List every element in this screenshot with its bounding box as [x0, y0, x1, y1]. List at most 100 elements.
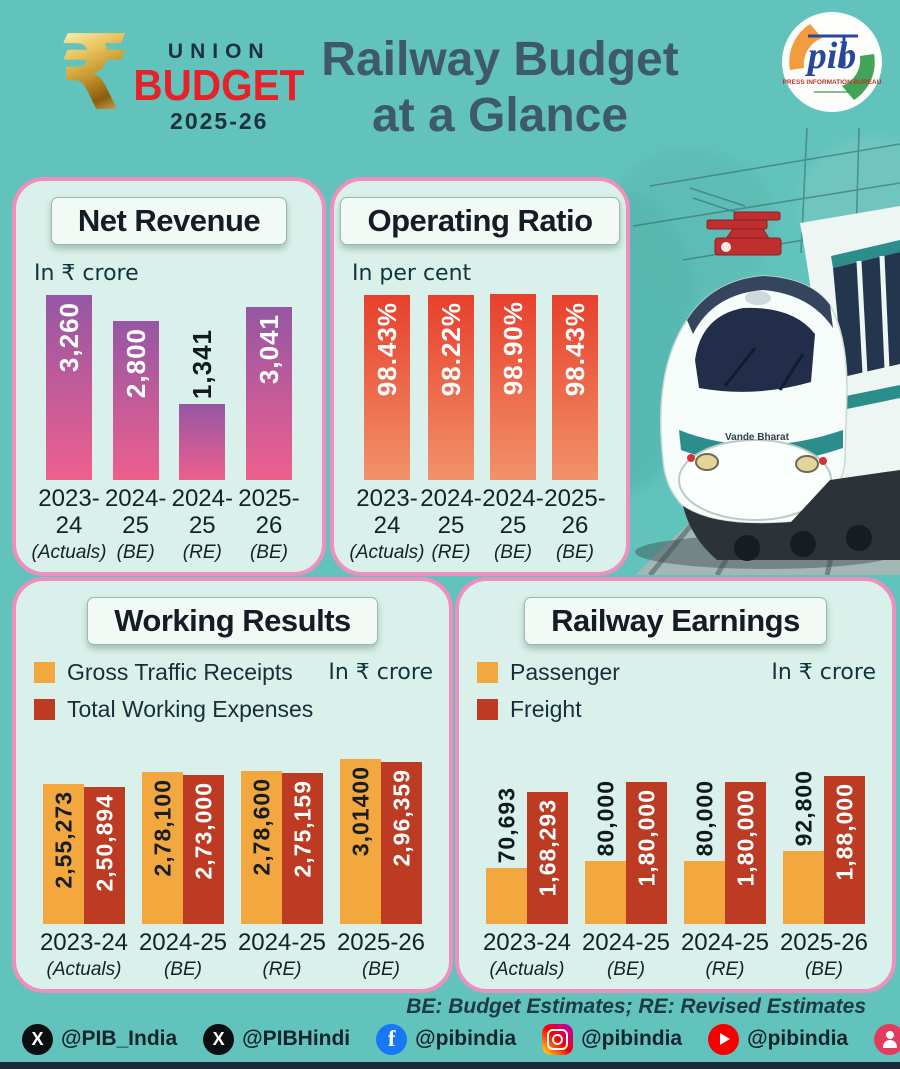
- passenger-bar: 92,800: [783, 770, 824, 925]
- bar-group: 80,000 1,80,000 2024-25 (RE): [677, 754, 773, 981]
- railway-earnings-panel: Railway Earnings Passenger In ₹ crore Fr…: [455, 577, 896, 993]
- expenses-legend-swatch: [34, 699, 55, 720]
- category-label: 2025-26(BE): [336, 929, 426, 980]
- bar-value-label: 70,693: [493, 786, 519, 864]
- working-results-panel: Working Results Gross Traffic Receipts I…: [12, 577, 453, 993]
- social-item-twitter-pib-india[interactable]: X @PIB_India: [22, 1023, 177, 1055]
- bar-slot: 80,000 1,80,000: [684, 754, 766, 925]
- category-label: 2024-25(BE): [482, 485, 544, 563]
- total-working-expenses-bar: 2,96,359: [381, 762, 422, 925]
- legend-label-passenger: Passenger: [510, 659, 620, 685]
- freight-legend-swatch: [477, 699, 498, 720]
- freight-bar: 1,88,000: [824, 776, 865, 925]
- social-item-pibhindi[interactable]: @pibhindi: [874, 1023, 900, 1055]
- bar-value-label: 2,800: [120, 328, 151, 399]
- svg-text:Vande Bharat: Vande Bharat: [725, 432, 790, 443]
- bar-value-label: 3,041: [253, 314, 284, 385]
- category-label: 2024-25(RE): [171, 485, 233, 563]
- bar-group: 1,341 2024- 25 (RE): [169, 288, 235, 564]
- bar-slot: 98.22%: [428, 288, 474, 481]
- category-label: 2024-25(RE): [237, 929, 327, 980]
- net-revenue-bar: 3,260: [46, 295, 92, 481]
- total-working-expenses-bar: 2,75,159: [282, 773, 323, 925]
- operating-ratio-bar: 98.90%: [490, 294, 536, 481]
- bars-row: 70,693 1,68,293 2023-24 (Actuals) 80,000 1,80…: [471, 754, 880, 981]
- gross-traffic-receipts-bar: 2,78,100: [142, 772, 183, 925]
- bar-value-label: 2,96,359: [388, 769, 414, 867]
- youtube-icon: [708, 1023, 740, 1055]
- social-item-instagram[interactable]: @pibindia: [542, 1023, 682, 1055]
- bar-value-label: 98.90%: [498, 301, 528, 396]
- bar-value-label: 1,341: [187, 329, 218, 400]
- bar-group: 3,260 2023- 24 (Actuals): [32, 288, 106, 564]
- receipts-legend-swatch: [34, 662, 55, 683]
- railway-earnings-chart: 70,693 1,68,293 2023-24 (Actuals) 80,000 1,80…: [471, 754, 880, 981]
- svg-text:pib: pib: [805, 35, 857, 77]
- bar-slot: 70,693 1,68,293: [486, 754, 568, 925]
- pib-logo: pib PRESS INFORMATION BUREAU: [780, 10, 884, 114]
- working-results-chart: 2,55,273 2,50,894 2023-24 (Actuals) 2,78,100…: [28, 754, 437, 981]
- panel-title-operating-ratio: Operating Ratio: [340, 197, 620, 245]
- bar-group: 3,01400 2,96,359 2025-26 (BE): [333, 754, 429, 981]
- legend-label-receipts: Gross Traffic Receipts: [67, 659, 293, 685]
- bar-value-label: 1,80,000: [633, 789, 659, 887]
- bar-slot: 3,01400 2,96,359: [340, 754, 422, 925]
- bar-value-label: 2,50,894: [91, 794, 117, 892]
- bar-value-label: 2,78,100: [149, 779, 175, 877]
- gross-traffic-receipts-bar: 2,55,273: [43, 784, 84, 925]
- legend-label-freight: Freight: [510, 696, 582, 722]
- facebook-icon: f: [376, 1023, 408, 1055]
- bars-row: 2,55,273 2,50,894 2023-24 (Actuals) 2,78,100…: [28, 754, 437, 981]
- category-label: 2023-24(Actuals): [39, 929, 129, 980]
- net-revenue-panel: Net Revenue In ₹ crore 3,260 2023- 24 (Actu…: [12, 177, 326, 576]
- operating-ratio-chart: 98.43% 2023- 24 (Actuals) 98.22% 2024- 25 (RE) 9…: [346, 288, 614, 564]
- pantograph: [706, 211, 782, 256]
- bar-group: 92,800 1,88,000 2025-26 (BE): [776, 754, 872, 981]
- legend-label-expenses: Total Working Expenses: [67, 696, 314, 722]
- category-label: 2024-25(BE): [138, 929, 228, 980]
- unit-label: In ₹ crore: [34, 261, 139, 286]
- panel-title-working-results: Working Results: [87, 597, 378, 645]
- bar-value-label: 2,78,600: [248, 778, 274, 876]
- legend: Gross Traffic Receipts In ₹ crore Total …: [34, 659, 433, 723]
- social-item-youtube[interactable]: @pibindia: [708, 1023, 848, 1055]
- operating-ratio-bar: 98.43%: [364, 295, 410, 481]
- person-icon: [874, 1023, 900, 1055]
- passenger-bar: 80,000: [585, 780, 626, 925]
- x-icon: X: [203, 1023, 235, 1055]
- category-label: 2025-26(BE): [238, 485, 300, 563]
- bar-slot: 98.43%: [364, 288, 410, 481]
- social-item-twitter-pib-hindi[interactable]: X @PIBHindi: [203, 1023, 350, 1055]
- page-title: Railway Budget at a Glance: [225, 32, 775, 143]
- bar-value-label: 3,260: [54, 302, 84, 373]
- bar-group: 80,000 1,80,000 2024-25 (BE): [578, 754, 674, 981]
- bar-value-label: 98.43%: [372, 302, 402, 397]
- social-item-facebook[interactable]: f @pibindia: [376, 1023, 516, 1055]
- bar-slot: 2,78,100 2,73,000: [142, 754, 224, 925]
- bar-value-label: 1,88,000: [831, 783, 857, 881]
- bars-row: 3,260 2023- 24 (Actuals) 2,800 2024- 25 (BE) 1,3…: [28, 288, 310, 564]
- bar-group: 2,78,600 2,75,159 2024-25 (RE): [234, 754, 330, 981]
- bar-slot: 2,800: [112, 288, 159, 481]
- bar-value-label: 2,75,159: [289, 780, 315, 878]
- bar-group: 2,800 2024- 25 (BE): [103, 288, 169, 564]
- bar-group: 98.22% 2024- 25 (RE): [420, 288, 482, 564]
- pib-subtext: PRESS INFORMATION BUREAU: [783, 79, 882, 86]
- bar-slot: 98.43%: [552, 288, 598, 481]
- net-revenue-chart: 3,260 2023- 24 (Actuals) 2,800 2024- 25 (BE) 1,3…: [28, 288, 310, 564]
- freight-bar: 1,68,293: [527, 792, 568, 925]
- category-label: 2023-24(Actuals): [31, 485, 107, 563]
- bar-value-label: 80,000: [592, 779, 618, 857]
- unit-label: In per cent: [352, 261, 472, 286]
- gross-traffic-receipts-bar: 2,78,600: [241, 771, 282, 925]
- bar-group: 2,55,273 2,50,894 2023-24 (Actuals): [36, 754, 132, 981]
- bar-slot: 2,55,273 2,50,894: [43, 754, 125, 925]
- instagram-icon: [542, 1023, 574, 1055]
- bar-value-label: 3,01400: [347, 766, 373, 857]
- bar-value-label: 2,55,273: [50, 791, 76, 889]
- bar-group: 98.90% 2024- 25 (BE): [482, 288, 544, 564]
- category-label: 2024-25(BE): [581, 929, 671, 980]
- category-label: 2024-25(RE): [680, 929, 770, 980]
- estimates-abbreviation-note: BE: Budget Estimates; RE: Revised Estima…: [406, 995, 866, 1018]
